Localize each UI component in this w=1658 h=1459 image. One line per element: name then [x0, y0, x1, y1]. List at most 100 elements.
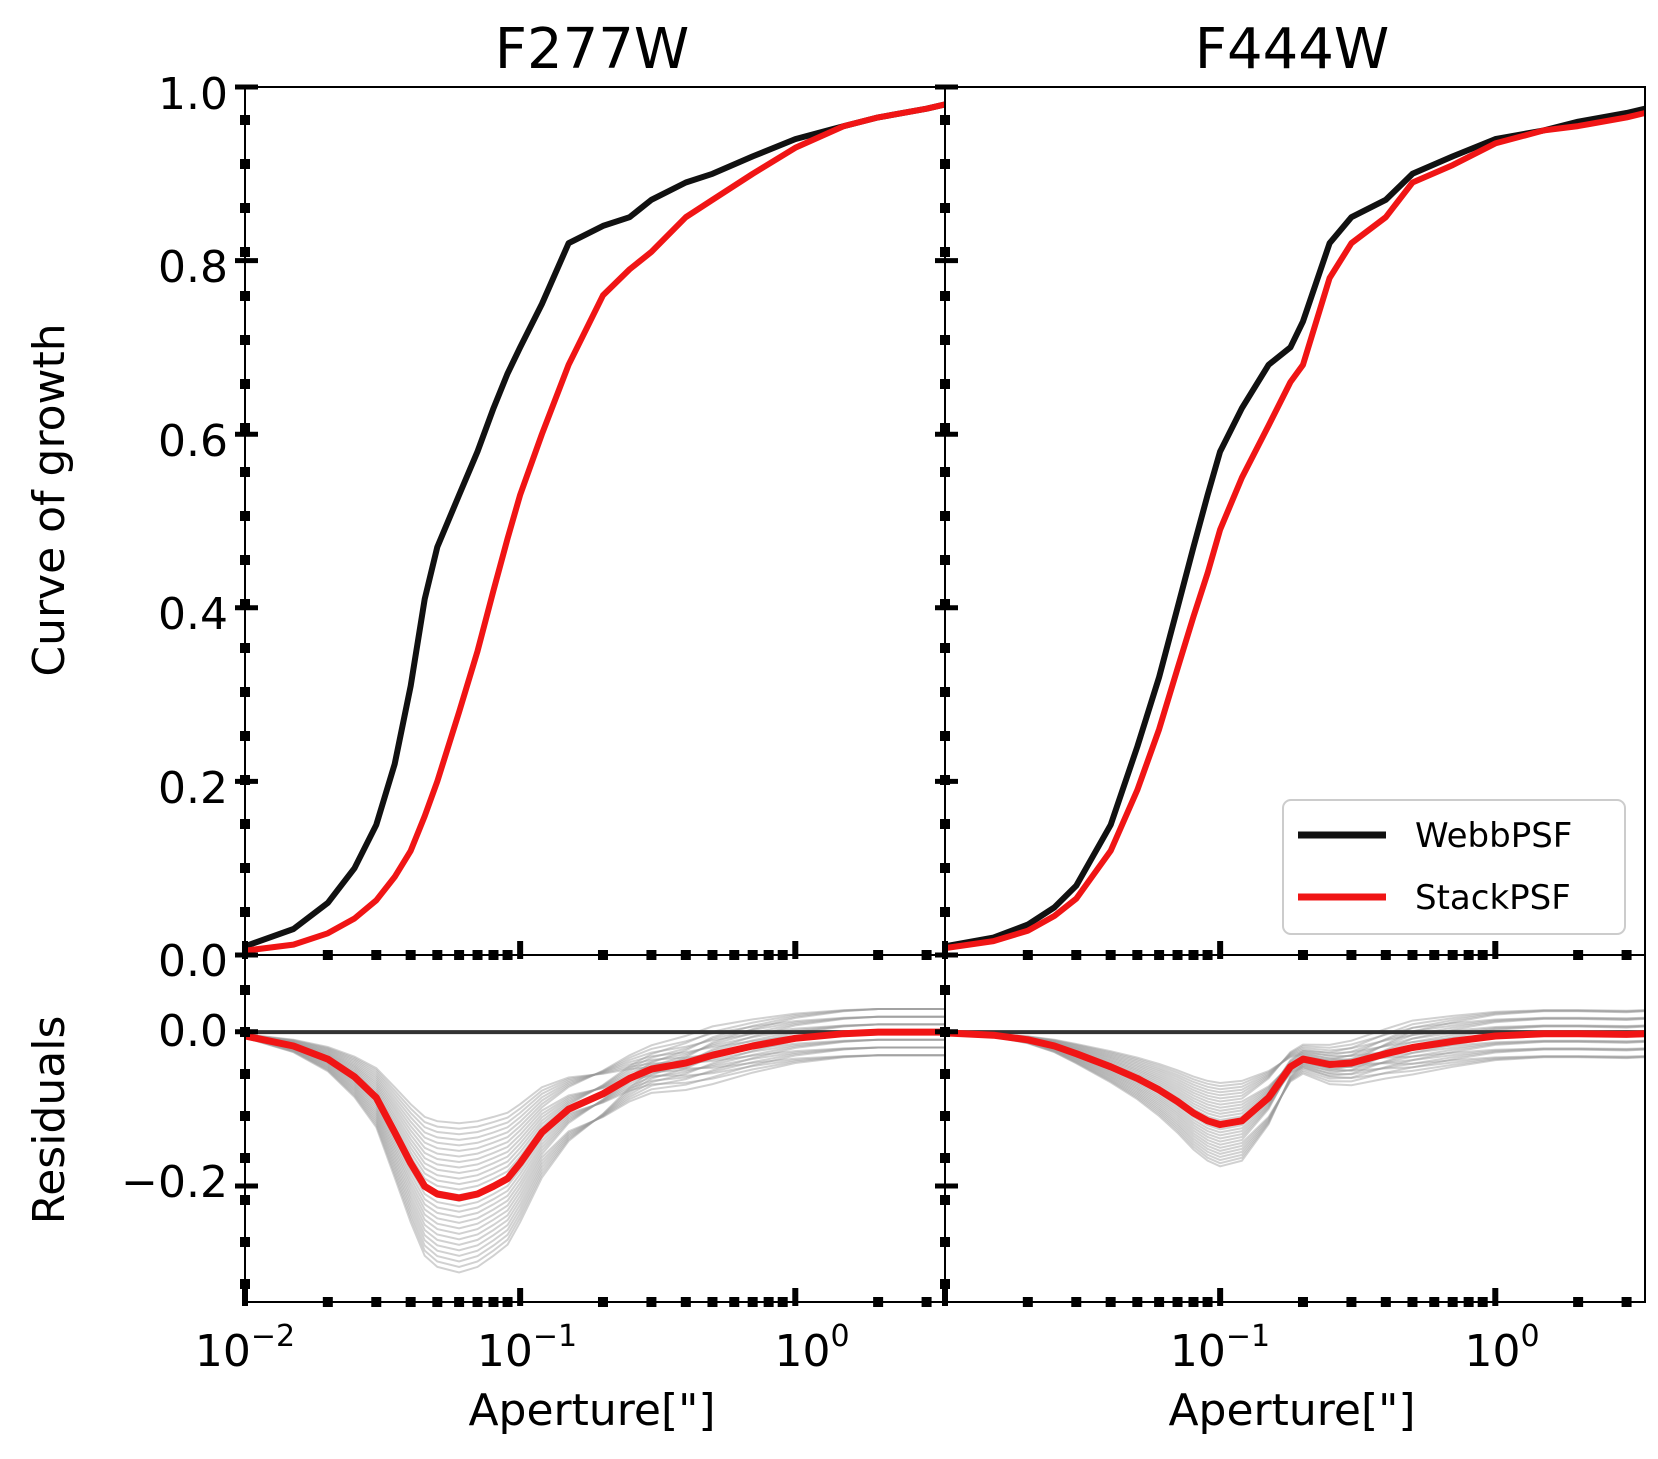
tick-dot: [940, 731, 950, 741]
tick-dot: [873, 1297, 884, 1307]
tick-dot: [940, 1111, 950, 1121]
tick-dot: [940, 555, 950, 565]
legend: WebbPSF StackPSF: [1282, 799, 1626, 935]
tick-marks: [235, 84, 1632, 1307]
tick-dot: [680, 950, 691, 960]
tick-dot: [240, 203, 250, 213]
tick-dot: [1477, 950, 1488, 960]
residual-curve-individual: [944, 1010, 1646, 1168]
tick-dot: [1346, 950, 1357, 960]
tick-dot: [1132, 950, 1143, 960]
tick-dot: [472, 950, 483, 960]
tick-dot: [940, 643, 950, 653]
tick-dot: [1105, 1297, 1116, 1307]
tick-dot: [1132, 1297, 1143, 1307]
residual-curve-individual: [944, 1031, 1646, 1085]
residual-curve-individual: [244, 1033, 945, 1125]
residual-curve-individual: [244, 1008, 945, 1235]
tick-dot: [240, 687, 250, 697]
tick-dot: [940, 907, 950, 917]
tick-dot: [488, 950, 499, 960]
xtick-label-1e-1-left: 10−1: [477, 1319, 577, 1377]
xtick-label-1e-2-left: 10−2: [195, 1319, 295, 1377]
tick-dot: [646, 950, 657, 960]
panel-title-f277w: F277W: [495, 17, 689, 82]
xtick-label-1e0-left: 100: [774, 1319, 849, 1377]
tick-dot: [1022, 950, 1033, 960]
tick-dot: [1407, 950, 1418, 960]
tick-dot: [777, 950, 788, 960]
residual-curve-individual: [944, 1031, 1646, 1106]
tick-dot: [240, 555, 250, 565]
webbpsf-line: [243, 101, 946, 950]
ylabel-residuals: Residuals: [24, 1016, 75, 1225]
tick-dot: [707, 1297, 718, 1307]
tick-dot: [371, 1297, 382, 1307]
tick-dot: [1621, 1297, 1632, 1307]
residual-curve-individual: [244, 1015, 945, 1230]
tick-dot: [1463, 950, 1474, 960]
tick-dot: [472, 1297, 483, 1307]
tick-dot: [597, 950, 608, 960]
tick-dot: [747, 950, 758, 960]
tick-dot: [1447, 950, 1458, 960]
tick-dot: [454, 1297, 465, 1307]
xlabel-left: Aperture["]: [468, 1385, 715, 1436]
tick-dot: [454, 950, 465, 960]
tick-dot: [940, 985, 950, 995]
tick-dot: [240, 467, 250, 477]
ylabel-curve-of-growth: Curve of growth: [24, 323, 75, 676]
tick-dot: [1154, 1297, 1165, 1307]
tick-dot: [432, 950, 443, 960]
tick-dot: [1573, 950, 1584, 960]
tick-dot: [646, 1297, 657, 1307]
ytick-label-0-2: 0.2: [158, 763, 228, 814]
tick-dot: [240, 599, 250, 609]
tick-dot: [240, 643, 250, 653]
tick-dot: [322, 950, 333, 960]
tick-dot: [921, 1297, 932, 1307]
tick-dot: [707, 950, 718, 960]
tick-dot: [940, 687, 950, 697]
tick-dot: [1429, 1297, 1440, 1307]
tick-dot: [940, 247, 950, 257]
residual-curve-individual: [944, 1024, 1646, 1097]
xtick-label-1e0-right: 100: [1464, 1319, 1539, 1377]
residual-curve-individual: [944, 1031, 1646, 1088]
plot-curve-of-growth-f444w: [944, 105, 1646, 952]
residual-curve-individual: [244, 1033, 945, 1130]
plot-residuals-f444w: [944, 1009, 1646, 1168]
tick-dot: [240, 247, 250, 257]
tick-dot: [1172, 950, 1183, 960]
tick-dot: [940, 599, 950, 609]
tick-dot: [940, 291, 950, 301]
tick-dot: [240, 1069, 250, 1079]
tick-dot: [1071, 950, 1082, 960]
tick-dot: [240, 1111, 250, 1121]
tick-dot: [1188, 950, 1199, 960]
tick-dot: [405, 1297, 416, 1307]
tick-dot: [1188, 1297, 1199, 1307]
tick-dot: [940, 1195, 950, 1205]
stackpsf-line: [944, 110, 1646, 952]
tick-dot: [502, 950, 513, 960]
residual-curve-individual: [244, 1008, 945, 1274]
residual-curve-individual: [944, 1032, 1646, 1149]
residual-curve-individual: [944, 1032, 1646, 1152]
stackpsf-line: [944, 1029, 1646, 1129]
tick-dot: [921, 950, 932, 960]
tick-dot: [940, 467, 950, 477]
residual-curve-individual: [244, 1036, 945, 1252]
tick-dot: [1202, 950, 1213, 960]
residual-curve-individual: [244, 1034, 945, 1169]
tick-dot: [502, 1297, 513, 1307]
residual-curve-individual: [244, 1034, 945, 1175]
ytick-label-0-8: 0.8: [158, 242, 228, 293]
legend-stackpsf-label: StackPSF: [1415, 878, 1571, 918]
residual-curve-individual: [244, 1034, 945, 1164]
tick-dot: [940, 115, 950, 125]
tick-dot: [1346, 1297, 1357, 1307]
tick-dot: [729, 1297, 740, 1307]
tick-dot: [940, 1069, 950, 1079]
ytick-label-0-4: 0.4: [158, 589, 228, 640]
